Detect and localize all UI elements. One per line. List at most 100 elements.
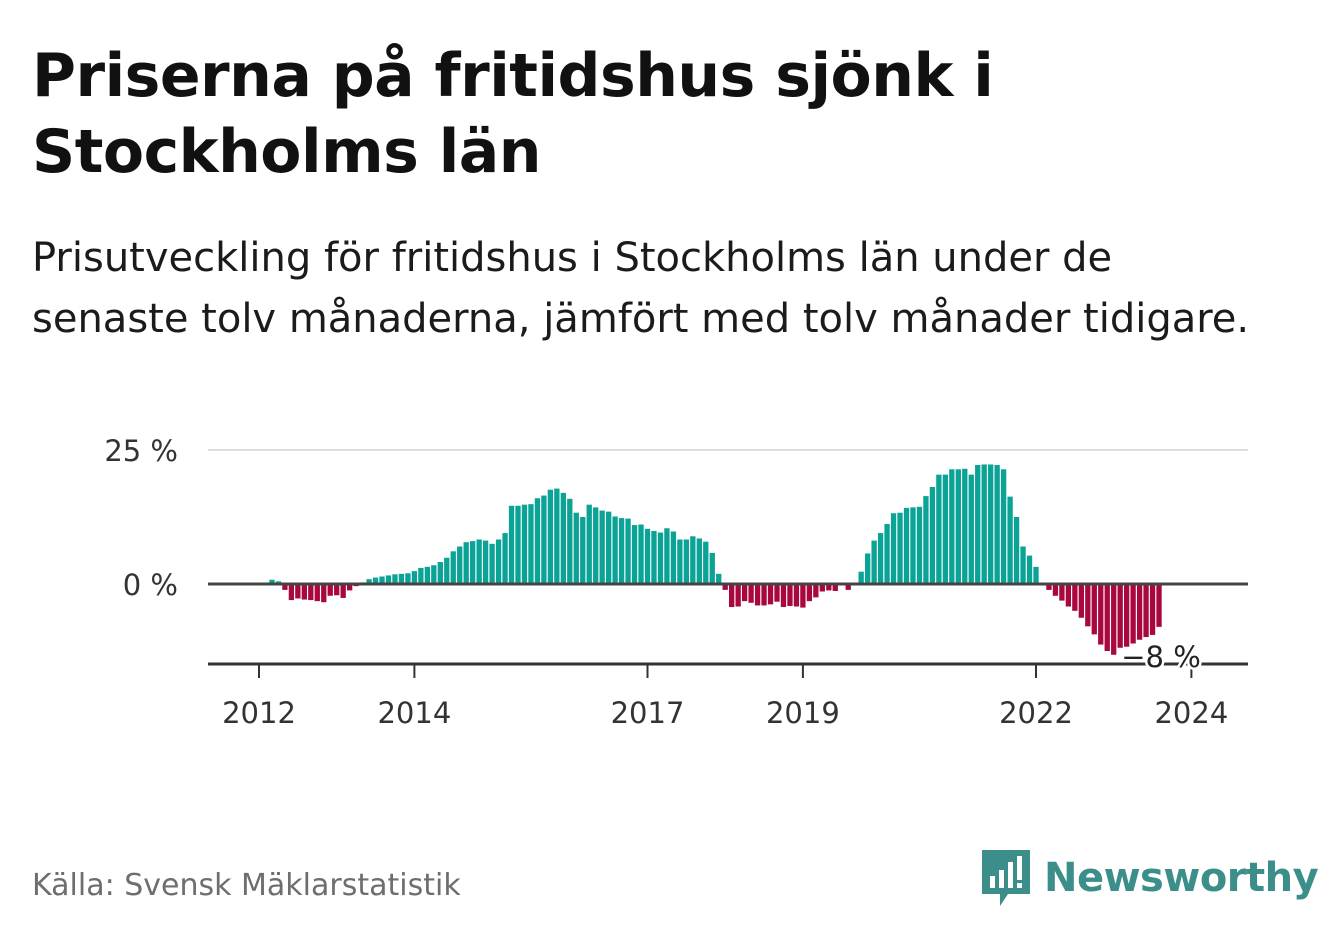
bar (709, 552, 715, 584)
bar (424, 566, 431, 584)
bar-chart-logo-icon (982, 850, 1030, 906)
bar (1091, 584, 1097, 635)
bar (593, 507, 599, 584)
bar (780, 584, 787, 608)
bar (994, 465, 1000, 584)
bar (729, 584, 735, 608)
bar (664, 528, 670, 584)
bar (1104, 584, 1110, 651)
x-tick-label: 2014 (377, 696, 451, 730)
y-tick-label: 0 % (123, 568, 178, 602)
x-tick-label: 2019 (766, 696, 840, 730)
bar (495, 539, 502, 584)
chart-subtitle: Prisutveckling för fritidshus i Stockhol… (32, 235, 1250, 342)
bar (463, 542, 469, 584)
bar (1124, 584, 1130, 647)
bar (567, 498, 573, 584)
bar (968, 474, 974, 584)
bar (444, 557, 450, 584)
bar (981, 464, 987, 584)
bar (865, 553, 871, 584)
bar (754, 584, 761, 606)
bar (1065, 584, 1072, 607)
bar (890, 513, 897, 584)
bar (1007, 496, 1013, 584)
bar (741, 584, 748, 602)
bar (301, 584, 307, 600)
bar (534, 498, 541, 584)
bar (1013, 517, 1020, 584)
bar (269, 579, 275, 584)
bar (1046, 584, 1052, 590)
bar (437, 562, 443, 584)
bar (826, 584, 832, 591)
bar (722, 584, 728, 590)
x-tick-label: 2012 (222, 696, 296, 730)
bar (962, 468, 968, 584)
bar (366, 579, 372, 584)
bar (845, 584, 851, 590)
bar (677, 539, 683, 584)
bar (431, 565, 437, 584)
y-tick-label: 25 % (104, 434, 178, 468)
bar (515, 505, 521, 584)
bar (450, 551, 456, 584)
bar (1078, 584, 1084, 618)
bar (606, 511, 612, 584)
bar (975, 465, 981, 584)
bar (716, 573, 722, 584)
bar (813, 584, 819, 598)
bar (295, 584, 301, 599)
bar (1143, 584, 1149, 638)
bar (1059, 584, 1065, 601)
bar (489, 543, 495, 584)
bar (502, 533, 508, 584)
bar (612, 516, 618, 584)
bar (476, 539, 482, 584)
bar (761, 584, 767, 606)
bar (988, 464, 994, 584)
bar (508, 505, 515, 584)
axis-labels: 25 % 0 % 2012 2014 2017 2019 2022 2024 −8 % (104, 434, 1228, 730)
bar (748, 584, 754, 603)
bar (618, 518, 625, 584)
bar (379, 576, 385, 584)
bar (644, 528, 651, 584)
bar (1136, 584, 1143, 640)
bar (314, 584, 320, 602)
bar (806, 584, 813, 602)
bar (1111, 584, 1117, 655)
bar (347, 584, 353, 591)
bar (321, 584, 327, 603)
bar (683, 539, 690, 584)
bar (1052, 584, 1059, 596)
source-note: Källa: Svensk Mäklarstatistik (32, 868, 461, 903)
bar (418, 567, 424, 584)
bar (547, 489, 554, 584)
bar (457, 546, 463, 584)
bar (470, 541, 476, 584)
bar (929, 486, 936, 584)
bar (903, 507, 910, 584)
bar (877, 533, 884, 584)
bar (832, 584, 838, 591)
bar (735, 584, 741, 607)
x-tick-label: 2024 (1154, 696, 1228, 730)
bar (670, 531, 677, 584)
bar (334, 584, 340, 596)
axes (208, 582, 1248, 678)
bar (528, 504, 534, 584)
bar (282, 584, 288, 590)
bar (385, 575, 392, 584)
bar (767, 584, 774, 605)
bar (521, 504, 528, 584)
bar (586, 504, 592, 584)
bar (787, 584, 793, 606)
bar (1033, 566, 1039, 584)
bar (482, 540, 489, 584)
bar (1072, 584, 1078, 611)
newsworthy-logo[interactable]: Newsworthy (980, 848, 1319, 908)
bar (411, 571, 418, 584)
bar (541, 495, 547, 584)
bar (910, 507, 916, 584)
